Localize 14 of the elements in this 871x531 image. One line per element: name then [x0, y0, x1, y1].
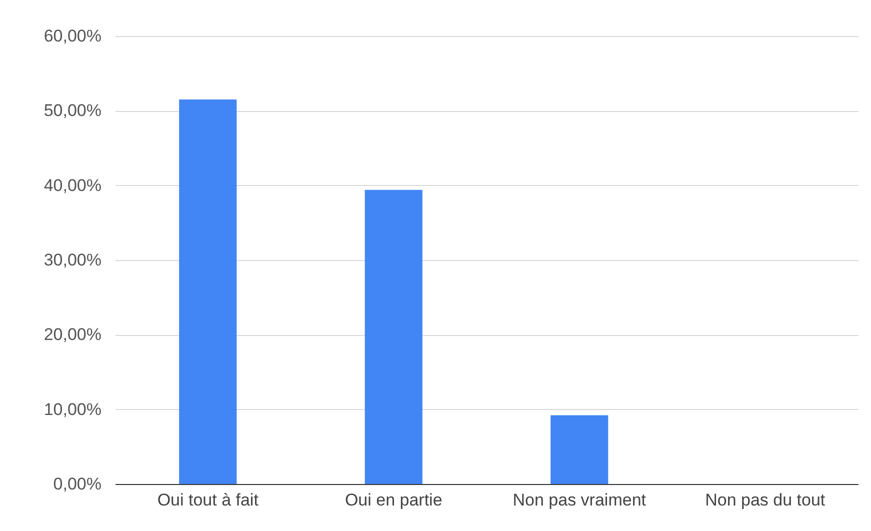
y-tick-label: 50,00% [44, 101, 102, 120]
y-tick-label: 60,00% [44, 26, 102, 46]
x-tick-label: Non pas vraiment [512, 490, 646, 510]
y-tick-label: 30,00% [44, 250, 102, 270]
bar [364, 190, 422, 484]
x-tick-label: Oui tout à fait [157, 490, 259, 510]
bar [550, 415, 608, 484]
bar [179, 99, 237, 484]
x-tick-label: Oui en partie [344, 490, 442, 510]
y-tick-label: 20,00% [44, 325, 102, 344]
y-tick-label: 10,00% [44, 400, 102, 419]
y-tick-label: 0,00% [53, 474, 102, 494]
x-tick-label: Non pas du tout [705, 490, 826, 510]
y-tick-label: 40,00% [44, 176, 102, 195]
